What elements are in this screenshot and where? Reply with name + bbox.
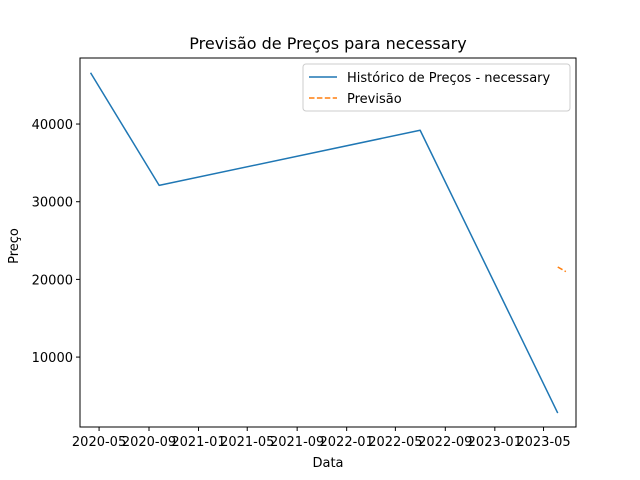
legend: Histórico de Preços - necessary Previsão [302, 63, 571, 112]
chart-title: Previsão de Preços para necessary [189, 34, 466, 53]
y-tick-label: 20000 [32, 273, 73, 288]
x-tick-label: 2022-09 [418, 435, 472, 450]
y-tick-label: 10000 [32, 351, 73, 366]
plot-area [79, 57, 577, 428]
legend-label: Histórico de Preços - necessary [347, 71, 551, 86]
x-tick-label: 2022-05 [368, 435, 422, 450]
x-tick-label: 2021-01 [171, 435, 225, 450]
x-tick-label: 2020-09 [122, 435, 176, 450]
series-line-previsao [557, 266, 567, 273]
legend-label: Previsão [347, 92, 402, 107]
y-axis-label: Preço [7, 228, 22, 264]
x-axis-label: Data [312, 456, 343, 471]
y-axis-ticks: 10000 20000 30000 40000 [32, 118, 80, 366]
x-axis-ticks: 2020-052020-092021-012021-052021-092022-… [72, 427, 571, 450]
x-tick-label: 2020-05 [72, 435, 126, 450]
y-tick-label: 40000 [32, 118, 73, 133]
x-tick-label: 2021-05 [220, 435, 274, 450]
legend-box [302, 63, 571, 112]
x-tick-label: 2023-05 [516, 435, 570, 450]
x-tick-label: 2023-01 [468, 435, 522, 450]
x-tick-label: 2021-09 [270, 435, 324, 450]
series-line-historico [89, 72, 559, 414]
x-tick-label: 2022-01 [320, 435, 374, 450]
y-tick-label: 30000 [32, 196, 73, 211]
plot-frame [79, 57, 577, 428]
series-layer [89, 72, 567, 414]
